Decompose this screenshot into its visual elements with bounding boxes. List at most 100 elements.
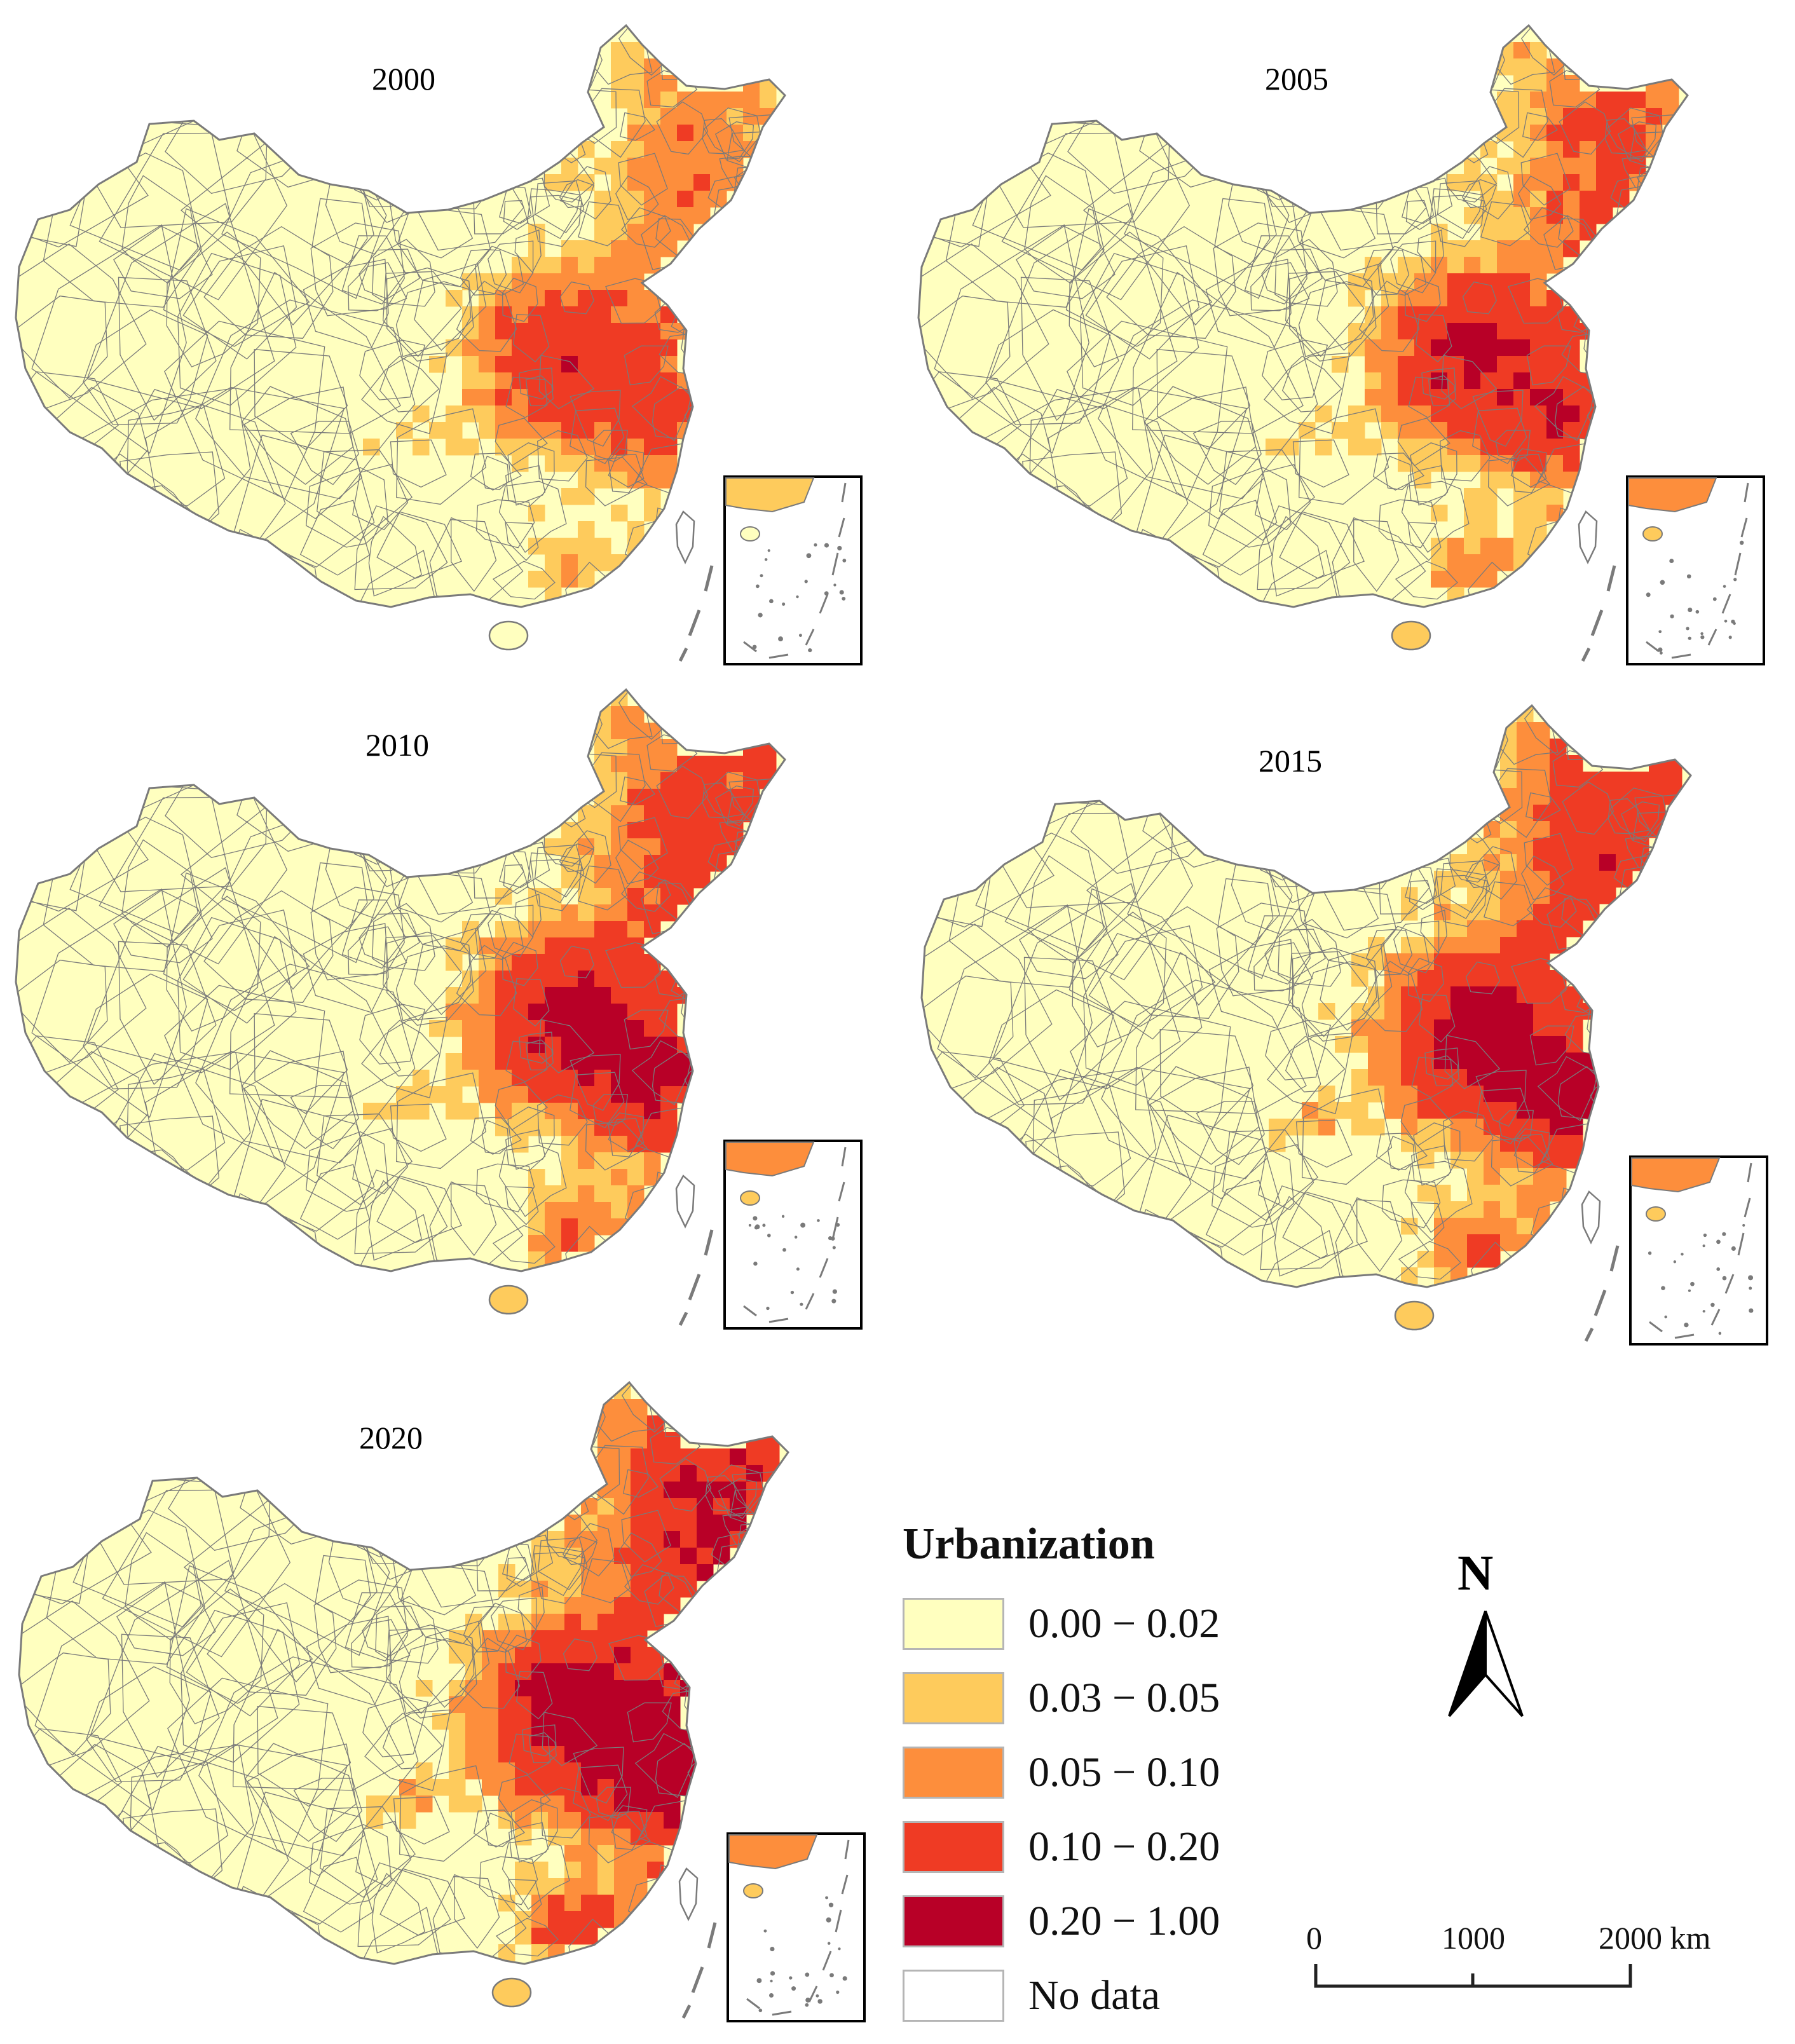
region-cell: [1398, 372, 1415, 390]
region-cell: [1533, 1102, 1550, 1119]
region-cell: [1351, 953, 1368, 971]
region-cell: [482, 1779, 499, 1796]
region-cell: [1497, 439, 1514, 456]
region-cell: [561, 273, 578, 290]
region-cell: [1517, 920, 1534, 937]
region-cell: [1467, 1053, 1484, 1070]
region-cell: [677, 174, 694, 191]
region-cell: [545, 1202, 562, 1219]
region-cell: [594, 207, 611, 224]
region-cell: [1497, 290, 1514, 307]
region-cell: [1417, 1119, 1435, 1136]
region-cell: [528, 323, 545, 340]
region-cell: [1530, 372, 1547, 390]
region-cell: [1450, 1218, 1468, 1235]
region-cell: [581, 1680, 598, 1697]
region-cell: [1348, 405, 1365, 423]
region-cell: [614, 1845, 631, 1862]
region-cell: [1480, 306, 1498, 324]
region-cell: [611, 42, 628, 59]
legend-swatch: [903, 1746, 1004, 1799]
legend-item: No data: [903, 1958, 1220, 2033]
region-cell: [1616, 805, 1633, 822]
region-cell: [1632, 788, 1649, 805]
region-cell: [1500, 772, 1517, 789]
region-cell: [1417, 1069, 1435, 1086]
region-cell: [1563, 141, 1580, 158]
region-cell: [1381, 339, 1398, 357]
region-cell: [1434, 1234, 1451, 1251]
region-cell: [1546, 472, 1564, 489]
scale-bar: [1314, 1964, 1632, 1988]
region-cell: [1467, 1036, 1484, 1053]
region-cell: [1530, 505, 1547, 522]
region-cell: [528, 1185, 545, 1203]
region-cell: [1497, 158, 1514, 175]
region-cell: [1431, 422, 1448, 439]
region-cell: [614, 1564, 631, 1581]
region-cell: [545, 455, 562, 472]
region-cell: [531, 1862, 549, 1879]
region-cell: [611, 706, 628, 723]
region-cell: [479, 339, 496, 357]
region-cell: [710, 756, 727, 773]
region-cell: [446, 405, 463, 423]
region-cell: [594, 706, 611, 723]
region-cell: [528, 904, 545, 922]
region-cell: [1546, 174, 1564, 191]
region-cell: [449, 1779, 466, 1796]
region-cell: [512, 422, 529, 439]
region-cell: [578, 987, 595, 1004]
region-cell: [680, 1482, 697, 1499]
region-cell: [597, 1647, 615, 1664]
region-cell: [479, 356, 496, 373]
region-cell: [1269, 1119, 1286, 1136]
region-cell: [1497, 339, 1514, 357]
region-cell: [1450, 1267, 1468, 1284]
region-cell: [1401, 1267, 1418, 1284]
region-cell: [1517, 1069, 1534, 1086]
region-cell: [1500, 722, 1517, 739]
region-cell: [644, 888, 661, 905]
region-cell: [1398, 439, 1415, 456]
region-cell: [1500, 838, 1517, 855]
region-cell: [1497, 356, 1514, 373]
region-cell: [611, 92, 628, 109]
region-cell: [627, 521, 645, 538]
taiwan-island: [678, 1867, 699, 1921]
region-cell: [680, 1531, 697, 1548]
region-cell: [528, 1103, 545, 1120]
region-cell: [614, 1465, 631, 1482]
region-cell: [627, 954, 645, 971]
region-cell: [578, 1004, 595, 1021]
region-cell: [528, 1037, 545, 1054]
region-cell: [1513, 538, 1531, 555]
region-cell: [660, 1070, 678, 1087]
region-cell: [561, 389, 578, 406]
region-cell: [627, 257, 645, 274]
region-cell: [465, 1795, 482, 1813]
region-cell: [561, 1020, 578, 1037]
region-cell: [693, 822, 711, 839]
region-cell: [1550, 838, 1567, 855]
region-cell: [548, 1911, 565, 1928]
region-cell: [479, 1070, 496, 1087]
region-cell: [581, 1630, 598, 1647]
south-china-sea-inset: [727, 1832, 866, 2022]
region-cell: [498, 1647, 515, 1664]
region-cell: [449, 1713, 466, 1730]
taiwan-island: [1581, 1190, 1601, 1244]
region-cell: [1517, 821, 1534, 838]
region-cell: [611, 323, 628, 340]
region-cell: [713, 1448, 730, 1466]
region-cell: [578, 1020, 595, 1037]
region-cell: [1484, 838, 1501, 855]
region-cell: [1480, 405, 1498, 423]
region-cell: [545, 1020, 562, 1037]
region-cell: [611, 58, 628, 76]
region-cell: [1500, 970, 1517, 987]
region-cell: [545, 439, 562, 456]
region-cell: [611, 871, 628, 889]
region-cell: [644, 971, 661, 988]
china-map-2020: [18, 1380, 866, 2022]
